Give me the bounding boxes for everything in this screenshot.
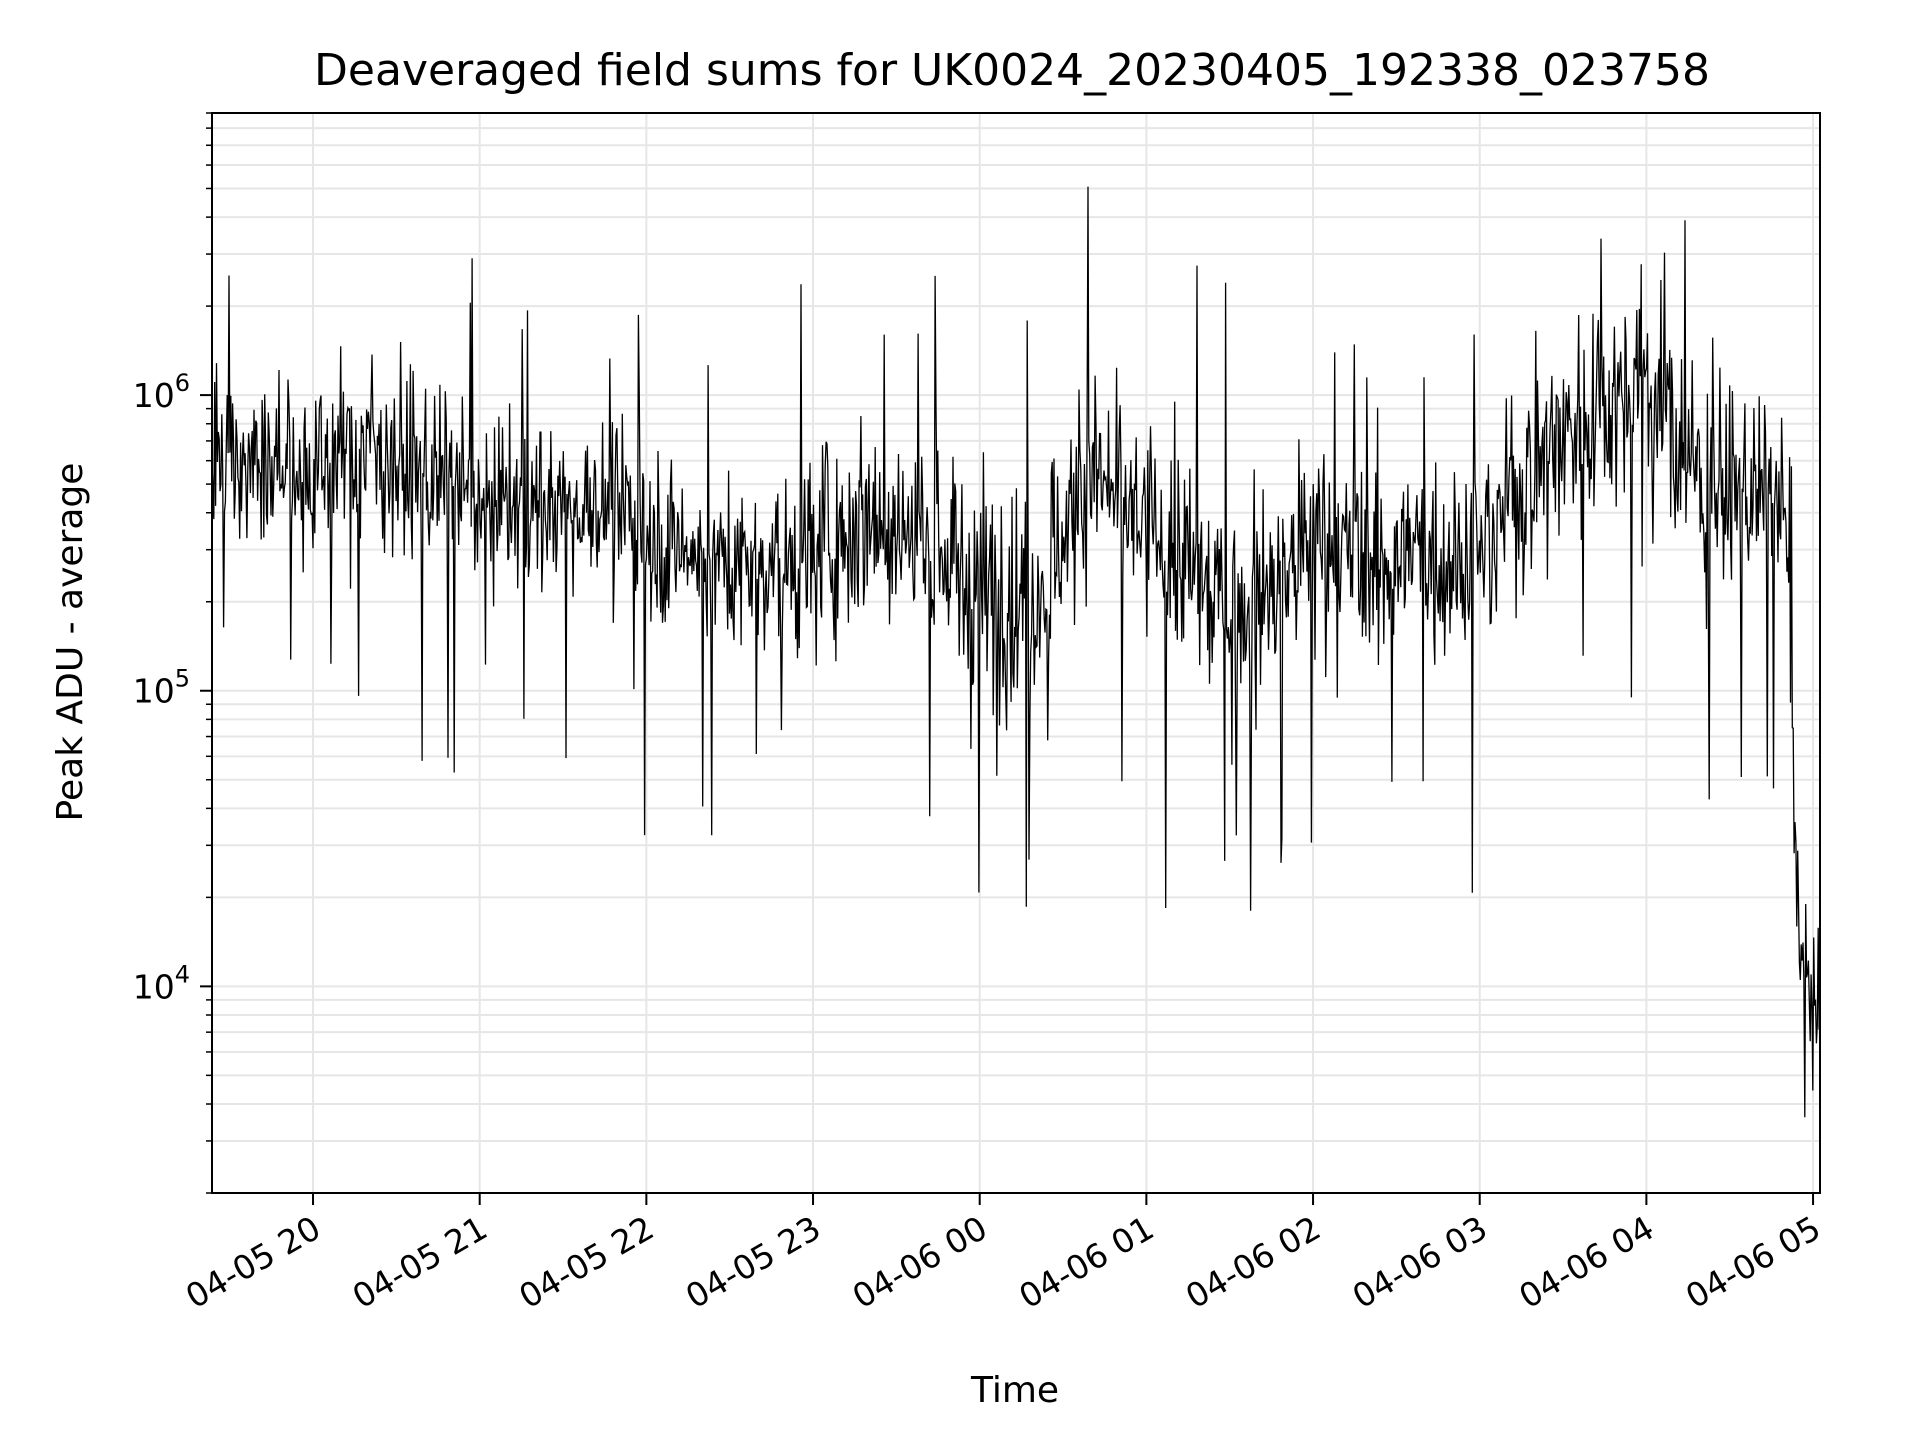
x-axis-label: Time [970, 1370, 1059, 1411]
series-peak-adu [211, 186, 1821, 1118]
y-tick-label: 105 [133, 665, 190, 711]
chart-title: Deaveraged field sums for UK0024_2023040… [314, 45, 1710, 96]
plot-area-frame [211, 112, 1821, 1194]
y-tick-label: 104 [133, 960, 190, 1006]
y-tick-label: 106 [133, 369, 190, 415]
series-line [211, 186, 1821, 1118]
y-axis-label: Peak ADU - average [50, 463, 91, 822]
y-axis: 104 105 106 [133, 112, 212, 1194]
